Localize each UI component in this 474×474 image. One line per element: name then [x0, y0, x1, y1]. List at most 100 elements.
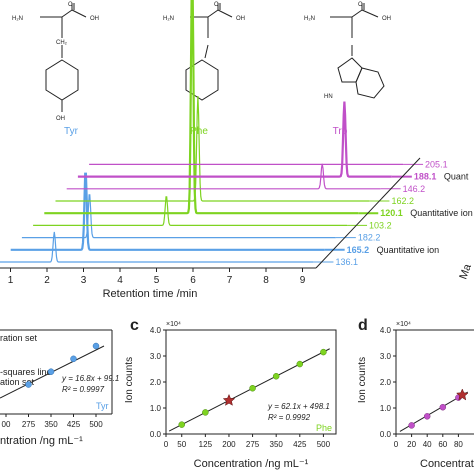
mz-label: 120.1: [380, 208, 403, 218]
trp-o-label: O: [358, 2, 363, 8]
panel-d-y-label: Ion counts: [357, 357, 368, 403]
tryptophan-structure-icon: [330, 3, 385, 99]
retention-tick-label: 8: [263, 275, 269, 286]
calibration-point: [92, 342, 100, 350]
trp-oh-label: OH: [382, 16, 391, 22]
molecule-label-trp: Trp: [333, 126, 348, 137]
y-tick-label: 1.0: [150, 404, 162, 413]
x-tick-label: 40: [423, 440, 432, 449]
calibration-point: [202, 409, 209, 416]
retention-tick-label: 3: [81, 275, 87, 286]
calibration-point: [178, 421, 185, 428]
retention-tick-label: 1: [8, 275, 14, 286]
quantitative-ion-label: Quantitative ion: [410, 208, 473, 218]
retention-tick-label: 2: [44, 275, 50, 286]
x-tick-label: 80: [454, 440, 463, 449]
panel-c-x-ticks: 0 50 125 200 275 350 425 500: [164, 434, 331, 449]
panel-a-x-label: ntration /ng mL⁻¹: [0, 435, 83, 447]
mz-label: 182.2: [358, 233, 381, 243]
y-tick-label: 3.0: [150, 352, 162, 361]
retention-tick-label: 9: [300, 275, 306, 286]
calibration-point: [320, 348, 327, 356]
tyr-ch2-label: CH₂: [56, 40, 68, 46]
x-tick-label: 350: [270, 440, 284, 449]
x-tick-label: 425: [67, 420, 81, 429]
retention-x-ticks: 1 2 3 4 5 6 7 8 9: [8, 268, 306, 286]
mz-label: 103.2: [369, 220, 392, 230]
retention-tick-label: 4: [117, 275, 123, 286]
x-tick-label: 425: [293, 440, 307, 449]
panel-a-analyte: Tyr: [96, 401, 109, 411]
y-tick-label: 0.0: [150, 430, 162, 439]
chromatogram-traces: [0, 0, 424, 263]
panel-c-r2: R² = 0.9992: [268, 413, 311, 422]
tyr-nh2-label: H₂N: [12, 16, 23, 22]
trace-line: [0, 231, 314, 263]
tyr-oh-label: OH: [90, 16, 99, 22]
y-tick-label: 4.0: [380, 326, 392, 335]
mz-label: 162.2: [391, 196, 414, 206]
retention-tick-label: 7: [227, 275, 233, 286]
chromatogram-panel: H₂N OH O CH₂ OH H₂N OH O H₂N OH O HN Tyr…: [0, 0, 474, 300]
x-tick-label: 0: [164, 440, 169, 449]
panel-d-points: [408, 388, 469, 429]
y-tick-label: 2.0: [150, 378, 162, 387]
x-tick-label: 0: [394, 440, 399, 449]
mz-label: 146.2: [403, 184, 426, 194]
panel-a-points: [25, 342, 100, 388]
panel-a-legend-line3: ation set: [0, 377, 35, 387]
calibration-point: [70, 355, 77, 363]
x-tick-label: 275: [22, 420, 36, 429]
x-tick-label: 500: [317, 440, 331, 449]
trace-line: [77, 101, 392, 178]
phe-o-label: O: [214, 2, 219, 8]
phe-nh2-label: H₂N: [163, 16, 174, 22]
calibration-point: [249, 384, 256, 392]
x-tick-label: 20: [407, 440, 416, 449]
retention-tick-label: 6: [190, 275, 196, 286]
calibration-point: [296, 360, 304, 368]
calibration-panel-a: ration set -squares line ation set y = 1…: [0, 329, 119, 447]
x-tick-label: 275: [246, 440, 260, 449]
calibration-point: [408, 422, 415, 429]
validation-point-star: [455, 388, 469, 401]
panel-a-legend-line1: ration set: [0, 333, 38, 343]
validation-point-star: [222, 393, 236, 406]
panel-c-letter: c: [130, 317, 139, 334]
panel-c-y-scale: ×10⁴: [166, 321, 181, 328]
panel-c-equation: y = 62.1x + 498.1: [267, 402, 330, 411]
retention-x-axis-label: Retention time /min: [103, 288, 198, 300]
panel-c-points: [178, 348, 327, 428]
panel-a-legend-line2: -squares line: [0, 367, 52, 377]
x-tick-label: 125: [199, 440, 213, 449]
panel-a-r2: R² = 0.9997: [62, 385, 105, 394]
panel-d-x-label: Concentration: [420, 458, 474, 470]
y-tick-label: 4.0: [150, 326, 162, 335]
panel-d-y-scale: ×10⁴: [396, 321, 411, 328]
panel-d-x-ticks: 0 20 40 60 80: [394, 434, 463, 449]
mz-labels: 136.1 165.2 Quantitative ion 182.2 103.2 120.…: [335, 159, 472, 267]
trp-hn-label: HN: [324, 94, 333, 100]
calibration-point: [439, 403, 447, 411]
y-tick-label: 0.0: [380, 430, 392, 439]
panel-a-x-ticks: 00 275 350 425 500: [2, 414, 103, 429]
depth-axis: [315, 157, 421, 269]
trace-line: [44, 0, 359, 215]
retention-tick-label: 5: [154, 275, 160, 286]
trace-line: [21, 194, 336, 239]
panel-c-frame: [165, 329, 337, 435]
calibration-point: [25, 381, 32, 388]
calibration-point: [272, 373, 280, 380]
panel-c-analyte: Phe: [316, 423, 332, 433]
calibration-panel-d: d ×10⁴ Ion counts 0.0 1.0 2.0 3.0 4.0 0 20 40 6…: [357, 317, 474, 470]
quantitative-ion-label: Quant: [444, 172, 469, 182]
molecule-label-tyr: Tyr: [64, 126, 79, 137]
mz-label: 205.1: [425, 159, 448, 169]
y-tick-label: 2.0: [380, 378, 392, 387]
mz-label: 165.2: [347, 245, 370, 255]
mz-label: 136.1: [335, 257, 358, 267]
calibration-panel-c: c ×10⁴ Ion counts 0.0 1.0 2.0 3.0 4.0 0 50 125…: [124, 317, 337, 470]
x-tick-label: 50: [177, 440, 186, 449]
panel-c-y-ticks: 0.0 1.0 2.0 3.0 4.0: [150, 326, 166, 439]
